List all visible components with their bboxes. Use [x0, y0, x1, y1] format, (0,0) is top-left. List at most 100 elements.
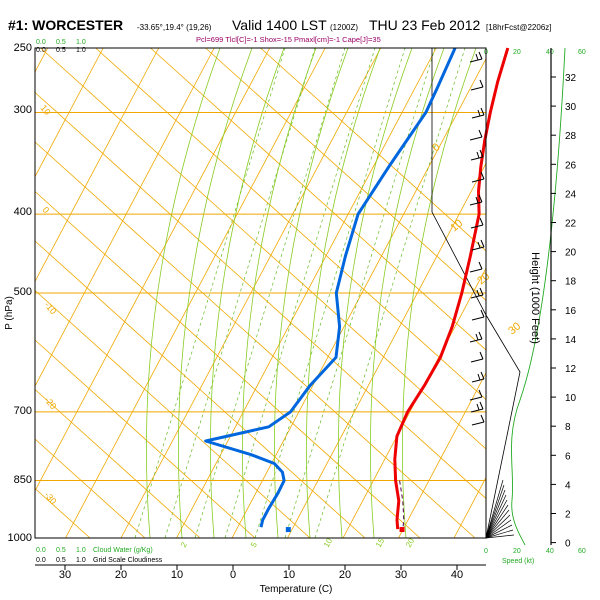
dry-adiabat-line: [95, 47, 487, 400]
wind-barb-staff: [470, 224, 484, 229]
cloud-scale-bottom-1: 0.5: [56, 547, 66, 554]
surface-wind-line: [485, 534, 515, 539]
wind-barb-staff: [471, 114, 485, 119]
mixing-ratio-grid: 2 5 10 15 20: [134, 47, 466, 549]
wind-barb-flag: [478, 261, 483, 270]
adiabat-label: 10: [448, 217, 465, 234]
wind-barb-staff: [469, 201, 483, 206]
speed-scale-top-3: 60: [578, 49, 586, 56]
mixing-ratio-line: [164, 47, 316, 539]
plot-frame: [34, 47, 487, 539]
temp-tick-label: 10: [283, 569, 295, 581]
dewpoint-line: [204, 47, 457, 528]
valid-time: Valid 1400 LST: [232, 17, 327, 33]
isotherm-line: [398, 372, 487, 539]
surface-wind-line: [485, 519, 512, 539]
mixing-ratio-label: 5: [249, 540, 259, 549]
p-label-700: 700: [14, 405, 32, 417]
parcel-params: Pcl=699 Tlcl[C]=-1 Shox=-15 Pmaxl[cm]=-1…: [196, 35, 381, 44]
height-tick-label: 10: [565, 393, 577, 404]
height-tick-label: 0: [565, 539, 571, 550]
height-tick-label: 30: [565, 102, 577, 113]
isotherm-side-label: 10: [38, 103, 52, 117]
cloud-scale-top-0: 0.0: [36, 39, 46, 46]
isotherm-line: [287, 163, 487, 539]
wind-barb-flag: [478, 51, 483, 60]
adiabat-label: 20: [475, 270, 492, 287]
cloud-water-label: Cloud Water (g/Kg): [93, 547, 153, 554]
cloud-scale-top-1b: 0.5: [56, 47, 66, 54]
dry-adiabat-line: [34, 488, 91, 539]
isotherm-line: [34, 47, 271, 492]
wind-barb-flag: [480, 414, 485, 423]
height-tick-label: 26: [565, 160, 577, 171]
wind-barb-staff: [469, 268, 483, 273]
speed-scale-bottom-2: 40: [546, 548, 554, 555]
wind-barb-flag: [480, 107, 485, 116]
wind-barb-flag: [476, 289, 480, 297]
surface-wind-line: [485, 489, 506, 539]
height-axis-label: Height (1000 Feet): [529, 252, 541, 344]
surface-wind-line: [485, 479, 504, 539]
height-tick-label: 2: [565, 510, 571, 521]
surface-dewpoint-marker: [285, 527, 291, 533]
wind-barb-staff: [470, 408, 484, 413]
height-tick-label: 18: [565, 277, 577, 288]
date-label: THU 23 Feb 2012: [369, 17, 480, 33]
dry-adiabat-line: [34, 389, 201, 539]
wind-barb-flag: [475, 53, 479, 61]
wind-barb-flag: [478, 129, 483, 138]
cloud-scale-bottom-2b: 1.0: [76, 557, 86, 564]
wind-barb-flag: [476, 151, 480, 159]
wind-barb-flag: [477, 109, 481, 117]
mixing-ratio-line: [254, 47, 406, 539]
wind-barb-flag: [479, 217, 484, 226]
wind-barb-flag: [479, 401, 484, 410]
temp-tick-label: 20: [339, 569, 351, 581]
dry-adiabat-line: [34, 290, 311, 539]
dry-adiabat-line: [205, 47, 487, 301]
mixing-ratio-line: [134, 47, 286, 539]
dry-adiabat-line: [150, 47, 487, 351]
speed-scale-top-2: 40: [546, 49, 554, 56]
wind-barb-staff: [471, 316, 485, 321]
cloud-scale-top-2: 1.0: [76, 39, 86, 46]
surface-wind-line: [485, 529, 514, 539]
speed-scale-bottom: 0 20 40 60 Speed (kt): [484, 548, 586, 565]
temp-tick-label: 30: [59, 569, 71, 581]
series-layer: [204, 47, 510, 533]
surface-wind-line: [485, 499, 508, 539]
p-label-500: 500: [14, 286, 32, 298]
speed-scale-bottom-1: 20: [513, 548, 521, 555]
grid-cloudiness-label: Grid Scale Cloudiness: [93, 557, 163, 564]
wind-barb-staff: [469, 338, 483, 343]
temp-tick-label: 40: [451, 569, 463, 581]
speed-scale-top: 0 20 40 60: [484, 49, 586, 56]
isotherm-line: [231, 58, 487, 539]
height-profile-curve: [511, 47, 566, 546]
isotherm-side-label: -30: [42, 490, 58, 506]
wind-barb-flag: [477, 373, 481, 381]
isotherm-line: [34, 47, 215, 387]
isotherm-side-label: 0: [40, 205, 51, 215]
wind-barbs: [469, 51, 515, 539]
speed-scale-top-1: 20: [513, 49, 521, 56]
wind-barb-flag: [479, 287, 484, 296]
wind-barb-flag: [479, 149, 484, 158]
height-tick-label: 22: [565, 219, 577, 230]
temperature-labels: 30 20 10 0 10 20 30 40: [59, 565, 463, 581]
height-tick-label: 32: [565, 73, 577, 84]
temp-tick-label: 10: [171, 569, 183, 581]
height-tick-label: 24: [565, 189, 577, 200]
speed-label: Speed (kt): [502, 558, 534, 565]
wind-barb-staff: [469, 396, 483, 401]
wind-barb-flag: [480, 309, 485, 318]
wind-barb-flag: [476, 403, 480, 411]
wind-barb-staff: [471, 178, 485, 183]
temperature-line: [393, 47, 510, 530]
cloud-scale-bottom-1b: 0.5: [56, 557, 66, 564]
dry-adiabat-line: [260, 47, 487, 252]
wind-barb-staff: [470, 294, 484, 299]
height-tick-label: 4: [565, 480, 571, 491]
